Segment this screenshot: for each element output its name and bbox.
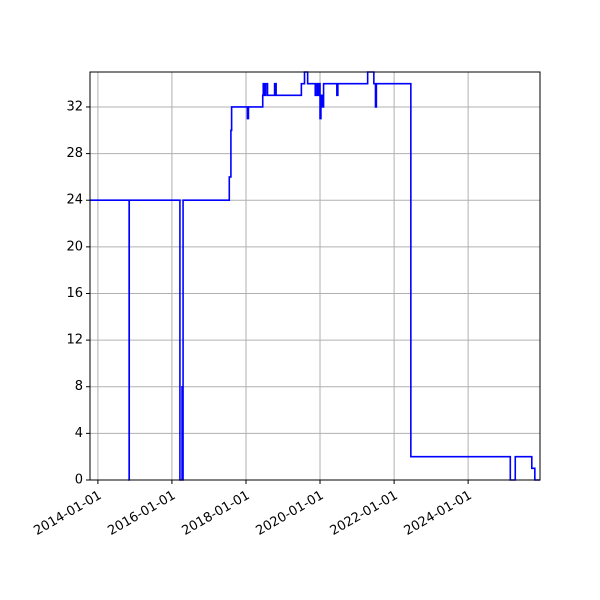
y-tick-label: 8 [75,379,83,394]
grid [90,72,540,481]
y-tick-label: 32 [66,99,83,114]
y-tick-label: 20 [66,239,83,254]
y-tick-label: 4 [75,426,83,441]
y-tick-label: 0 [75,473,83,488]
y-tick-label: 28 [66,146,83,161]
y-tick-label: 24 [66,193,83,208]
axes-frame [89,71,541,481]
y-tick-label: 12 [66,333,83,348]
y-tick-label: 16 [66,286,83,301]
